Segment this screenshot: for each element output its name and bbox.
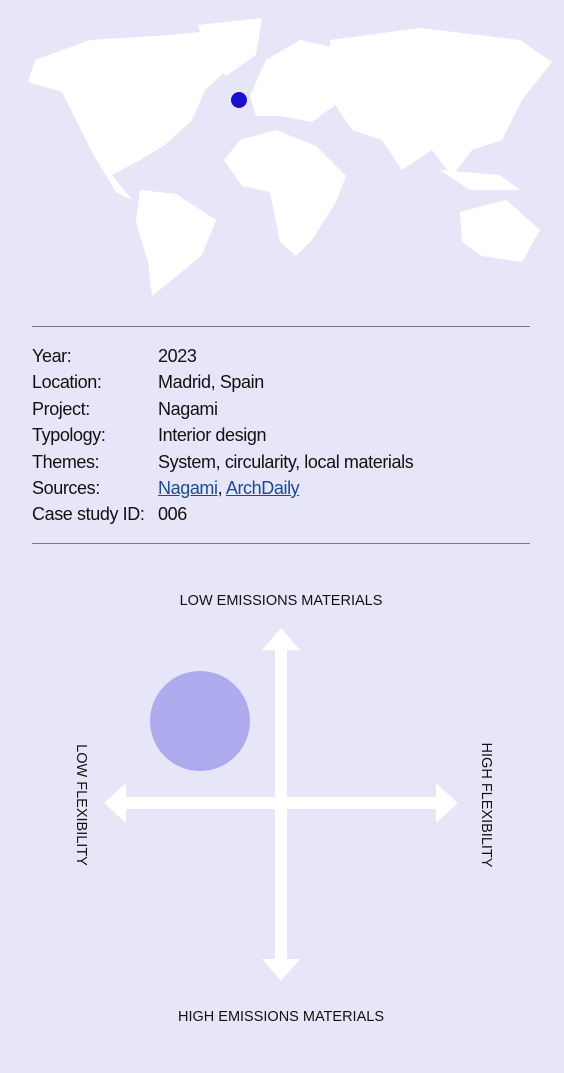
detail-row: Case study ID: 006	[32, 501, 413, 527]
axis-label-bottom: HIGH EMISSIONS MATERIALS	[178, 1009, 384, 1025]
source-link[interactable]: Nagami	[158, 477, 218, 498]
detail-label: Typology:	[32, 425, 106, 446]
detail-row: Location: Madrid, Spain	[32, 369, 413, 395]
details: Year: 2023 Location: Madrid, Spain Project: N…	[32, 343, 414, 528]
detail-row: Sources: Nagami, ArchDaily	[32, 475, 413, 501]
detail-row: Typology: Interior design	[32, 422, 413, 448]
location-marker	[231, 92, 247, 108]
separator: ,	[217, 477, 223, 498]
detail-label: Case study ID:	[32, 504, 145, 525]
continents	[28, 18, 552, 296]
detail-value: 006	[158, 504, 187, 525]
detail-label: Year:	[32, 346, 72, 366]
detail-value: Nagami	[158, 398, 218, 419]
detail-value: Madrid, Spain	[158, 372, 264, 393]
detail-row: Year: 2023	[32, 343, 413, 369]
axes	[104, 628, 458, 981]
axis-label-top: LOW EMISSIONS MATERIALS	[180, 593, 383, 609]
detail-value: Interior design	[158, 425, 267, 446]
detail-value: System, circularity, local materials	[158, 451, 414, 472]
divider	[32, 326, 530, 327]
source-link[interactable]: ArchDaily	[225, 477, 300, 498]
detail-label: Project:	[32, 398, 90, 419]
axis-label-right: HIGH FLEXIBILITY	[478, 743, 494, 868]
detail-value: 2023	[158, 346, 197, 366]
detail-label: Themes:	[32, 451, 100, 472]
world-map	[28, 18, 552, 296]
divider	[32, 543, 530, 544]
detail-value: Nagami, ArchDaily	[158, 475, 300, 501]
detail-row: Project: Nagami	[32, 396, 413, 422]
matrix: LOW EMISSIONS MATERIALS HIGH EMISSIONS M…	[73, 593, 494, 1025]
detail-label: Sources:	[32, 477, 100, 498]
detail-label: Location:	[32, 372, 102, 393]
position-bubble	[150, 671, 250, 771]
detail-row: Themes: System, circularity, local materi…	[32, 449, 414, 475]
axis-label-left: LOW FLEXIBILITY	[73, 744, 89, 866]
